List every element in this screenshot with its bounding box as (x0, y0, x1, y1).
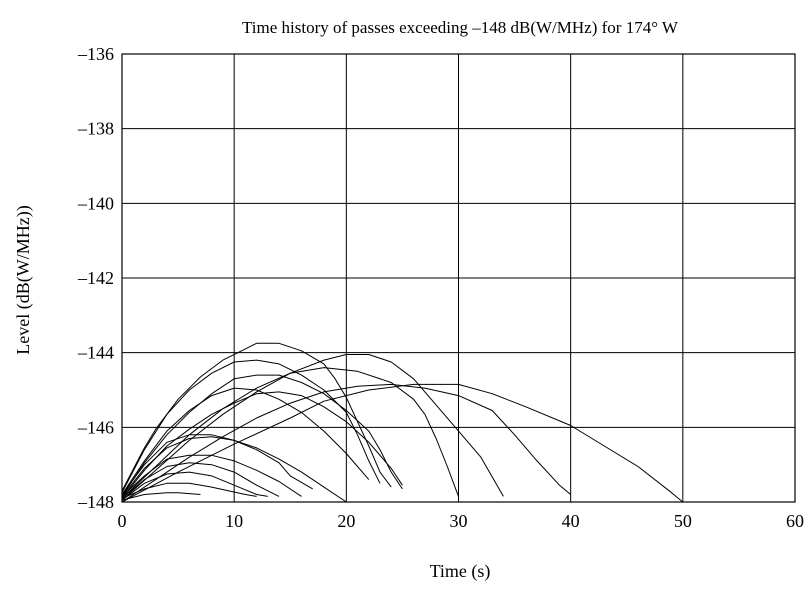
x-tick-label: 20 (337, 511, 355, 531)
x-tick-label: 60 (786, 511, 804, 531)
series-line-13 (121, 383, 572, 503)
x-tick-labels: 0 10 20 30 40 50 60 (118, 511, 805, 531)
plot-frame (121, 53, 796, 503)
y-tick-labels: –148 –146 –144 –142 –140 –138 –136 (77, 44, 114, 512)
y-tick-label: –138 (77, 119, 114, 139)
series-line-11 (121, 359, 381, 493)
grid (121, 53, 796, 503)
x-tick-label: 10 (225, 511, 243, 531)
series-line-16 (121, 383, 684, 503)
y-tick-label: –144 (77, 343, 114, 363)
series-line-14 (121, 354, 504, 501)
series-line-10 (121, 374, 403, 497)
series-line-3 (121, 471, 268, 501)
y-tick-label: –140 (77, 193, 114, 213)
x-tick-label: 40 (562, 511, 580, 531)
series-line-12 (121, 342, 392, 492)
chart-title: Time history of passes exceeding –148 dB… (242, 18, 679, 37)
x-tick-label: 0 (118, 511, 127, 531)
y-tick-label: –142 (77, 268, 114, 288)
series-line-8 (121, 387, 370, 495)
x-tick-label: 50 (674, 511, 692, 531)
series-group (121, 342, 684, 503)
series-line-4 (121, 462, 280, 499)
y-axis-label: Level (dB(W/MHz)) (13, 205, 34, 354)
series-line-15 (121, 367, 459, 499)
y-tick-label: –146 (77, 417, 114, 437)
x-axis-label: Time (s) (430, 561, 491, 582)
y-tick-label: –148 (77, 492, 114, 512)
series-line-2 (121, 482, 257, 499)
x-tick-label: 30 (450, 511, 468, 531)
series-line-7 (121, 434, 347, 503)
y-tick-label: –136 (77, 44, 114, 64)
series-line-1 (121, 492, 201, 501)
